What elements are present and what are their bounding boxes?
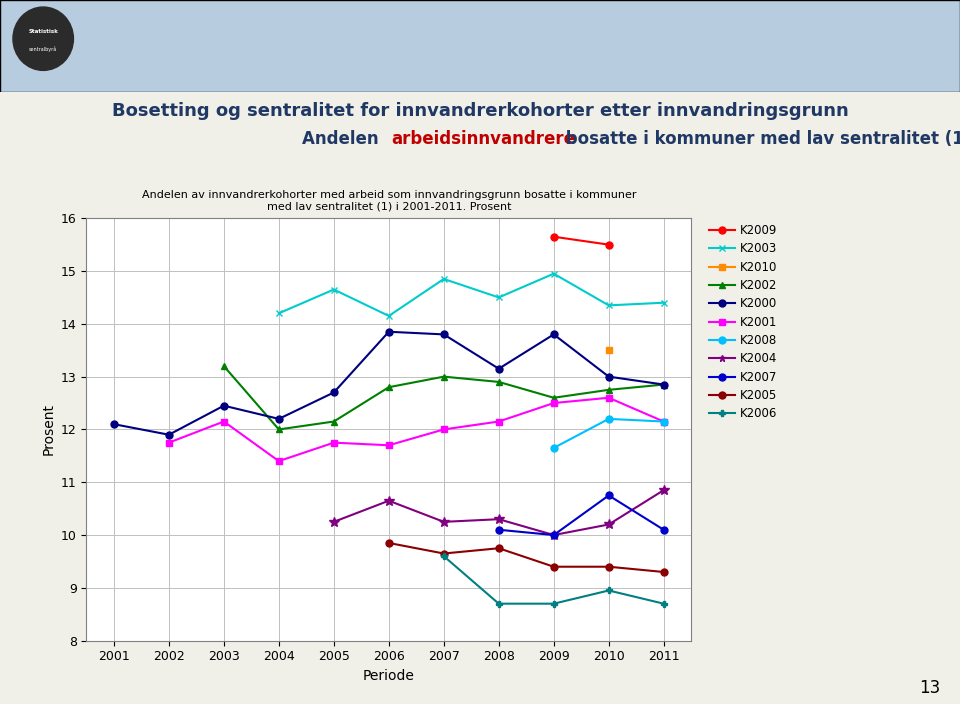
Text: sentralbyrå: sentralbyrå	[29, 46, 58, 52]
Text: Andelen: Andelen	[302, 130, 385, 149]
Text: bosatte i kommuner med lav sentralitet (1): bosatte i kommuner med lav sentralitet (…	[560, 130, 960, 149]
Text: arbeidsinnvandrere: arbeidsinnvandrere	[392, 130, 576, 149]
X-axis label: Periode: Periode	[363, 669, 415, 683]
Text: 13: 13	[920, 679, 941, 697]
Legend: K2009, K2003, K2010, K2002, K2000, K2001, K2008, K2004, K2007, K2005, K2006: K2009, K2003, K2010, K2002, K2000, K2001…	[709, 224, 778, 420]
FancyBboxPatch shape	[0, 0, 960, 92]
Title: Andelen av innvandrerkohorter med arbeid som innvandringsgrunn bosatte i kommune: Andelen av innvandrerkohorter med arbeid…	[141, 190, 636, 212]
Circle shape	[13, 7, 73, 70]
Y-axis label: Prosent: Prosent	[41, 403, 56, 455]
Text: Statistisk: Statistisk	[28, 29, 59, 34]
Text: Bosetting og sentralitet for innvandrerkohorter etter innvandringsgrunn: Bosetting og sentralitet for innvandrerk…	[111, 102, 849, 120]
